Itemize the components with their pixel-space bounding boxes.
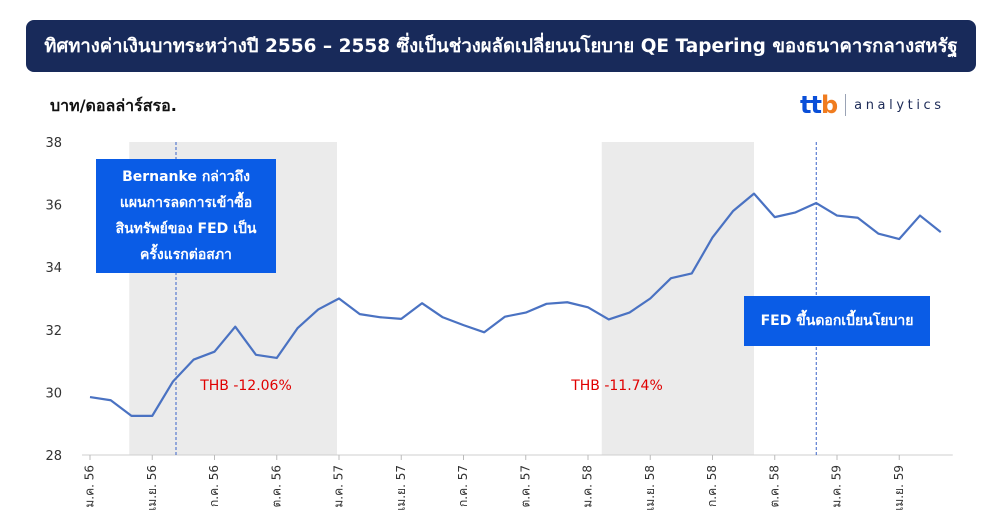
x-tick-label: ต.ค. 56 (269, 465, 283, 508)
x-tick-label: ก.ค. 57 (456, 465, 470, 507)
x-tick-label: ก.ค. 56 (207, 465, 221, 507)
shaded-period (601, 142, 754, 455)
callout-bernanke: Bernanke กล่าวถึง แผนการลดการเข้าซื้อ สิ… (96, 159, 276, 273)
x-tick-label: ม.ค. 59 (830, 465, 844, 508)
y-tick-label: 30 (45, 386, 62, 401)
x-tick-label: ม.ค. 56 (83, 465, 97, 508)
x-tick-label: ต.ค. 57 (518, 465, 532, 508)
logo-wordmark: analytics (854, 97, 945, 113)
change-annotation: THB -12.06% (199, 378, 292, 394)
logo-mark: ttb (800, 91, 838, 119)
ttb-analytics-logo: ttb analytics (800, 90, 965, 120)
x-tick-label: ม.ค. 57 (332, 465, 346, 508)
x-tick-label: เม.ย. 56 (145, 465, 159, 511)
x-tick-label: ม.ค. 58 (581, 465, 595, 508)
callout-bernanke-text: Bernanke กล่าวถึง แผนการลดการเข้าซื้อ สิ… (115, 169, 257, 263)
y-tick-label: 28 (45, 449, 62, 464)
logo-divider (845, 94, 847, 116)
y-tick-label: 34 (45, 261, 62, 276)
x-tick-label: เม.ย. 57 (394, 465, 408, 511)
callout-fed-hike: FED ขึ้นดอกเบี้ยนโยบาย (744, 296, 930, 346)
x-tick-label: เม.ย. 59 (892, 465, 906, 511)
title-banner: ทิศทางค่าเงินบาทระหว่างปี 2556 – 2558 ซึ… (26, 20, 976, 72)
x-tick-label: ต.ค. 58 (767, 465, 781, 508)
callout-fed-hike-text: FED ขึ้นดอกเบี้ยนโยบาย (760, 313, 914, 329)
chart-title: ทิศทางค่าเงินบาทระหว่างปี 2556 – 2558 ซึ… (44, 35, 958, 57)
x-tick-label: ก.ค. 58 (705, 465, 719, 507)
usd-thb-line (89, 192, 942, 417)
change-annotation: THB -11.74% (570, 378, 663, 394)
x-tick-label: เม.ย. 58 (643, 465, 657, 511)
y-unit-label: บาท/ดอลล่าร์สรอ. (50, 96, 177, 115)
y-tick-label: 38 (45, 136, 62, 151)
y-tick-label: 32 (45, 324, 62, 339)
y-tick-label: 36 (45, 199, 62, 214)
